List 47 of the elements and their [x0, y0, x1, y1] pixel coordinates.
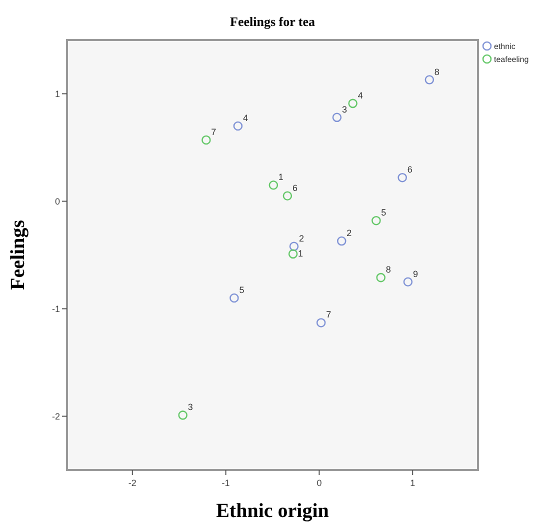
annotation: 6	[292, 182, 298, 193]
point	[348, 98, 358, 108]
y-tick-label: 0	[54, 196, 60, 206]
annotation: 5	[239, 285, 244, 295]
point	[424, 75, 434, 84]
x-tick-label: -2	[128, 478, 136, 488]
annotation: 2	[298, 233, 304, 244]
point	[282, 191, 292, 201]
annotation: 3	[188, 402, 193, 412]
x-tick-label: 1	[410, 478, 416, 488]
annotation: 7	[326, 310, 332, 320]
point	[336, 236, 346, 246]
y-tick-label: -1	[52, 304, 60, 314]
point	[372, 216, 381, 226]
point	[403, 277, 413, 287]
point	[398, 172, 407, 182]
point	[202, 135, 211, 145]
y-tick-label: 1	[54, 88, 60, 99]
x-tick-label: 0	[316, 478, 322, 488]
y-axis-title: Feelings	[7, 220, 29, 290]
point	[316, 318, 326, 328]
point	[288, 249, 298, 259]
legend-label: teafeeling	[494, 54, 529, 64]
annotation: 5	[381, 208, 386, 218]
point	[268, 180, 278, 190]
point	[332, 112, 342, 122]
annotation: 9	[412, 268, 418, 279]
point	[376, 272, 386, 282]
point	[178, 410, 188, 420]
annotation: 8	[434, 66, 440, 77]
point	[233, 121, 243, 131]
annotation: 4	[242, 113, 248, 123]
legend-label: ethnic	[494, 42, 516, 51]
annotation: 4	[358, 90, 363, 100]
point	[289, 242, 299, 252]
annotation: 6	[407, 164, 412, 175]
x-axis-title: Ethnic origin	[216, 500, 329, 522]
annotation: 2	[346, 228, 352, 238]
y-tick-label: -2	[52, 411, 60, 422]
chart-title: Feelings for tea	[230, 14, 316, 29]
annotation: 1	[278, 172, 284, 182]
annotation: 8	[386, 264, 391, 275]
annotation: 7	[211, 126, 216, 137]
annotation: 1	[298, 248, 304, 258]
x-tick-label: -1	[222, 478, 230, 488]
annotation: 3	[342, 104, 347, 114]
point	[230, 293, 239, 303]
